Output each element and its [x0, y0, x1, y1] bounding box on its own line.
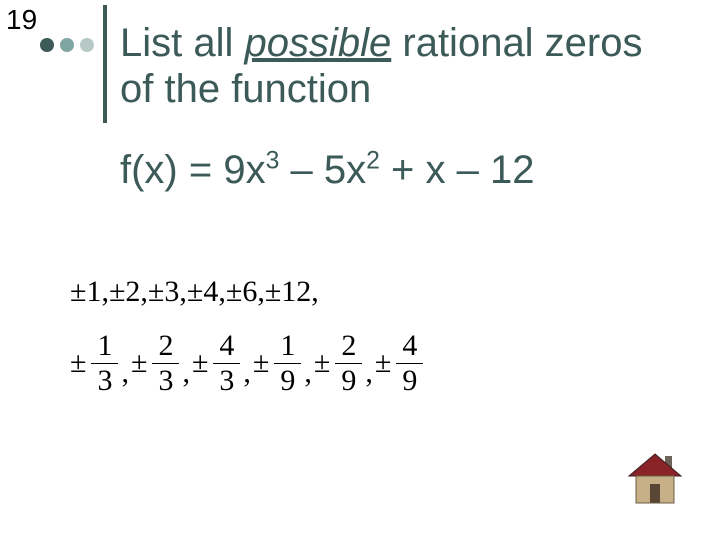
separator: ,: [182, 356, 190, 396]
fraction: 19: [274, 330, 301, 396]
fraction: 43: [213, 330, 240, 396]
fraction-denominator: 9: [396, 363, 423, 397]
prompt-underlined: possible: [245, 21, 392, 65]
plus-minus: ±: [70, 346, 86, 380]
slide-number: 19: [6, 4, 37, 36]
fraction: 23: [152, 330, 179, 396]
plus-minus: ±: [192, 346, 208, 380]
answer-fractions: ±13,±23,±43,±19,±29,±49: [70, 330, 426, 396]
fraction: 13: [91, 330, 118, 396]
separator: ,: [121, 356, 129, 396]
home-icon: [625, 452, 685, 505]
separator: ,: [304, 356, 312, 396]
fraction-numerator: 2: [335, 330, 362, 363]
fraction-denominator: 3: [213, 363, 240, 397]
func-exp2: 2: [366, 148, 380, 175]
fraction-denominator: 3: [91, 363, 118, 397]
answer-integers: ±1,±2,±3,±4,±6,±12,: [70, 275, 319, 309]
plus-minus: ±: [131, 346, 147, 380]
vertical-divider: [103, 5, 107, 123]
home-button[interactable]: [625, 452, 685, 505]
function-expression: f(x) = 9x3 – 5x2 + x – 12: [120, 148, 534, 193]
func-prefix: f(x) = 9x: [120, 148, 266, 192]
fraction-denominator: 9: [335, 363, 362, 397]
plus-minus: ±: [375, 346, 391, 380]
fraction-denominator: 9: [274, 363, 301, 397]
fraction-numerator: 1: [91, 330, 118, 363]
fraction-numerator: 2: [152, 330, 179, 363]
fraction-numerator: 1: [274, 330, 301, 363]
fraction-numerator: 4: [213, 330, 240, 363]
fraction-denominator: 3: [152, 363, 179, 397]
fraction: 49: [396, 330, 423, 396]
func-mid1: – 5x: [279, 148, 366, 192]
dot-2: [60, 38, 74, 52]
separator: ,: [365, 356, 373, 396]
separator: ,: [243, 356, 251, 396]
bullet-dots: [40, 38, 94, 52]
func-exp1: 3: [266, 148, 280, 175]
fraction: 29: [335, 330, 362, 396]
func-suffix: + x – 12: [380, 148, 535, 192]
plus-minus: ±: [253, 346, 269, 380]
plus-minus: ±: [314, 346, 330, 380]
fraction-numerator: 4: [396, 330, 423, 363]
prompt-part1: List all: [120, 21, 245, 65]
dot-3: [80, 38, 94, 52]
question-prompt: List all possible rational zeros of the …: [120, 20, 680, 112]
dot-1: [40, 38, 54, 52]
